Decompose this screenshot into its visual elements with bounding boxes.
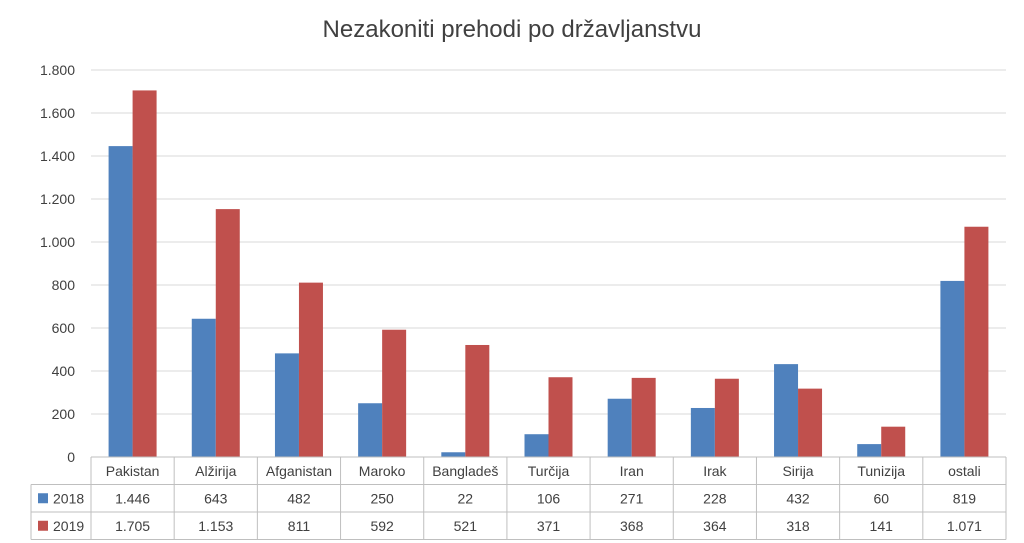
bar-2019	[298, 282, 323, 457]
data-label: 643	[204, 490, 228, 506]
bar-2019	[881, 426, 906, 457]
bar-2019	[382, 329, 407, 457]
y-tick-label: 1.800	[40, 62, 75, 78]
bar-2019	[132, 90, 157, 458]
legend-swatch-2018	[38, 493, 48, 504]
bar-2018	[358, 403, 383, 457]
category-label: Iran	[620, 463, 644, 479]
bar-2018	[857, 444, 882, 457]
bar-2018	[940, 280, 965, 457]
bar-2018	[108, 146, 133, 458]
data-label: 141	[870, 518, 894, 534]
bar-2019	[798, 388, 823, 457]
y-tick-label: 600	[52, 320, 76, 336]
y-tick-label: 1.000	[40, 234, 75, 250]
data-label: 106	[537, 490, 561, 506]
bar-2018	[524, 434, 549, 457]
data-label: 22	[458, 490, 474, 506]
data-label: 364	[703, 518, 727, 534]
bar-2018	[441, 452, 466, 457]
data-label: 1.446	[115, 490, 150, 506]
bar-2019	[631, 377, 656, 457]
category-label: Tunizija	[857, 463, 905, 479]
y-tick-label: 400	[52, 363, 76, 379]
data-label: 592	[370, 518, 394, 534]
data-label: 368	[620, 518, 644, 534]
y-tick-label: 200	[52, 406, 76, 422]
chart-title: Nezakoniti prehodi po državljanstvu	[322, 16, 702, 43]
data-label: 432	[786, 490, 810, 506]
legend-swatch-2019	[38, 520, 48, 531]
category-label: Maroko	[359, 463, 406, 479]
legend-label: 2019	[53, 518, 84, 534]
category-label: Afganistan	[266, 463, 332, 479]
data-label: 60	[873, 490, 889, 506]
category-label: Bangladeš	[432, 463, 498, 479]
category-label: Irak	[703, 463, 727, 479]
bar-2018	[191, 318, 216, 457]
y-tick-label: 1.400	[40, 148, 75, 164]
data-label: 371	[537, 518, 561, 534]
data-label: 819	[953, 490, 977, 506]
y-tick-label: 0	[67, 449, 75, 465]
data-label: 228	[703, 490, 727, 506]
category-label: Pakistan	[106, 463, 160, 479]
bar-2018	[607, 398, 632, 457]
data-label: 482	[287, 490, 311, 506]
bar-2019	[964, 226, 989, 457]
bar-2018	[690, 407, 715, 457]
data-label: 1.153	[198, 518, 233, 534]
category-label: Alžirija	[195, 463, 236, 479]
category-label: ostali	[948, 463, 981, 479]
bar-2018	[274, 353, 299, 457]
category-label: Turčija	[528, 463, 570, 479]
legend-label: 2018	[53, 490, 84, 506]
bar-2019	[714, 378, 739, 457]
y-tick-label: 1.200	[40, 191, 75, 207]
bar-2018	[774, 364, 799, 457]
y-tick-label: 1.600	[40, 105, 75, 121]
data-label: 271	[620, 490, 644, 506]
data-label: 250	[370, 490, 394, 506]
data-label: 1.705	[115, 518, 150, 534]
category-label: Sirija	[782, 463, 813, 479]
bar-2019	[548, 377, 573, 457]
bar-2019	[465, 344, 490, 457]
y-tick-label: 800	[52, 277, 76, 293]
data-label: 1.071	[947, 518, 982, 534]
bar-2019	[215, 209, 240, 457]
data-label: 318	[786, 518, 810, 534]
data-label: 811	[288, 518, 311, 534]
data-label: 521	[454, 518, 478, 534]
